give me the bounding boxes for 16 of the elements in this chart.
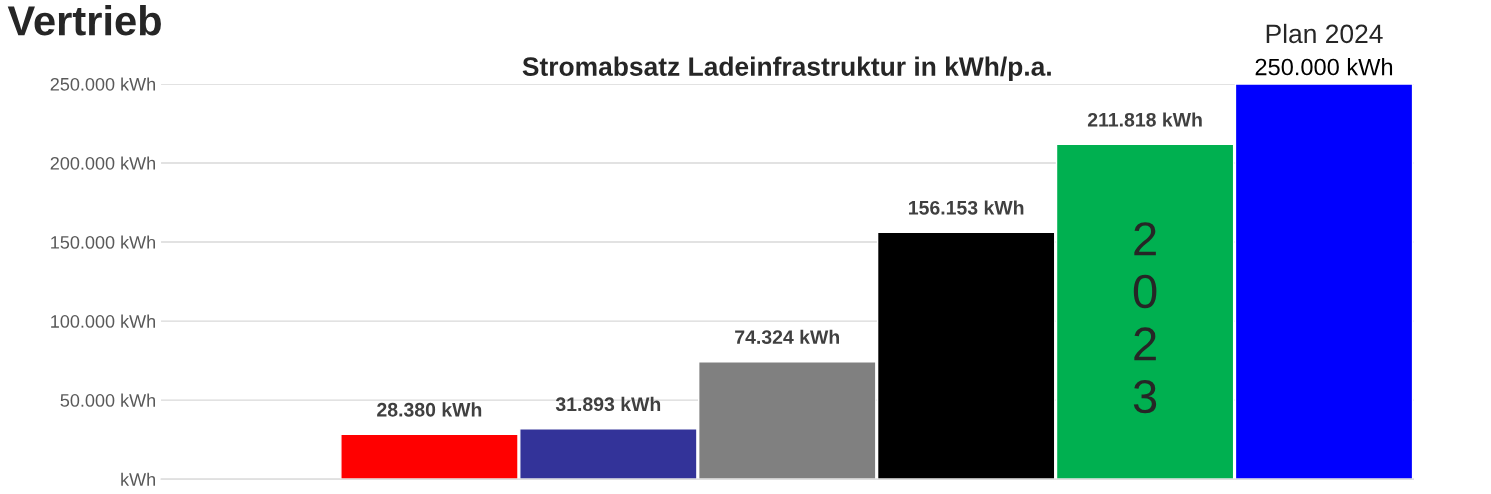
y-tick-label: 100.000 kWh <box>51 314 155 328</box>
data-label: 74.324 kWh <box>735 329 840 345</box>
data-label: 250.000 kWh <box>1255 58 1393 76</box>
data-label: 28.380 kWh <box>377 402 482 417</box>
data-label: 31.893 kWh <box>555 396 661 412</box>
y-tick-label: 150.000 kWh <box>51 235 155 249</box>
annotation: 2 0 2 3 <box>1133 222 1157 414</box>
y-tick-label: 250.000 kWh <box>50 77 155 91</box>
data-label: 211.818 kWh <box>1087 112 1202 127</box>
text: Plan 2024 <box>1266 23 1383 44</box>
data-label: 156.153 kWh <box>909 200 1024 215</box>
y-tick-label: kWh <box>121 472 155 486</box>
y-tick-label: 50.000 kWh <box>60 393 155 407</box>
text: Vertrieb <box>7 4 161 36</box>
chart-title: Stromabsatz Ladeinfrastruktur in kWh/p.a. <box>522 56 1051 82</box>
y-tick-label: 200.000 kWh <box>50 156 155 170</box>
